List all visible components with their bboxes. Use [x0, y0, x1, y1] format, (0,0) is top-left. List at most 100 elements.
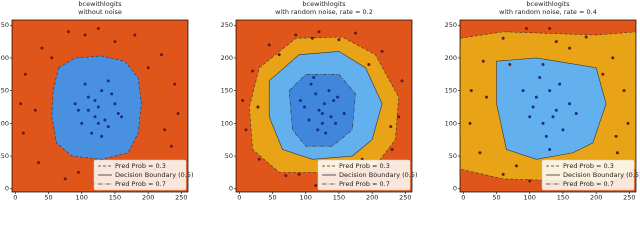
- x-tick-label: 200: [366, 194, 378, 202]
- chart-subtitle: without noise: [78, 8, 122, 16]
- point: [73, 102, 77, 106]
- x-tick-label: 150: [333, 194, 345, 202]
- point: [508, 62, 512, 66]
- point: [397, 115, 401, 119]
- y-tick-label: 100: [221, 119, 233, 127]
- x-tick-label: 50: [268, 194, 276, 202]
- point: [90, 131, 94, 135]
- point: [113, 102, 117, 106]
- x-tick-label: 100: [300, 194, 312, 202]
- point: [501, 36, 505, 40]
- point: [336, 95, 340, 99]
- point: [163, 128, 167, 132]
- legend-label: Pred Prob = 0.3: [115, 162, 166, 170]
- point: [257, 157, 261, 161]
- point: [50, 56, 54, 60]
- point: [524, 27, 528, 31]
- x-tick-label: 200: [142, 194, 154, 202]
- point: [332, 98, 336, 102]
- plot-frame: [11, 19, 189, 193]
- point: [19, 102, 23, 106]
- y-tick-label: 50: [449, 152, 457, 160]
- point: [554, 40, 558, 44]
- y-tick-label: 100: [445, 119, 457, 127]
- point: [354, 31, 358, 35]
- point: [297, 172, 301, 176]
- chart-title: bcewithlogits: [302, 0, 346, 8]
- point: [317, 30, 321, 34]
- point: [21, 131, 25, 135]
- plot-frame: [235, 19, 413, 193]
- x-tick-label: 150: [557, 194, 569, 202]
- point: [574, 112, 578, 116]
- point: [83, 82, 87, 86]
- point: [176, 112, 180, 116]
- point: [538, 76, 542, 80]
- point: [322, 102, 326, 106]
- point: [329, 115, 333, 119]
- point: [334, 121, 338, 125]
- y-tick-label: 150: [221, 87, 233, 95]
- point: [100, 89, 104, 93]
- point: [380, 49, 384, 53]
- legend-label: Pred Prob = 0.3: [339, 162, 390, 170]
- legend-box: [541, 159, 635, 191]
- point: [485, 95, 489, 99]
- point: [534, 95, 538, 99]
- point: [23, 72, 27, 76]
- point: [33, 108, 37, 112]
- point: [312, 76, 316, 80]
- x-tick-label: 100: [524, 194, 536, 202]
- point: [481, 59, 485, 63]
- point: [96, 27, 100, 31]
- legend-box: [93, 159, 187, 191]
- point: [40, 46, 44, 50]
- point: [133, 33, 137, 37]
- x-tick-label: 50: [492, 194, 500, 202]
- y-tick-label: 250: [0, 21, 9, 29]
- y-tick-label: 50: [1, 152, 9, 160]
- point: [83, 33, 87, 37]
- point: [611, 56, 615, 60]
- point: [103, 118, 107, 122]
- point: [478, 151, 482, 155]
- point: [324, 131, 328, 135]
- legend-label: Pred Prob = 0.3: [563, 162, 614, 170]
- point: [584, 35, 588, 39]
- point: [568, 46, 572, 50]
- point: [86, 95, 90, 99]
- point: [320, 121, 324, 125]
- x-tick-label: 250: [623, 194, 635, 202]
- point: [173, 82, 177, 86]
- legend-label: Pred Prob = 0.7: [339, 180, 390, 188]
- point: [106, 79, 110, 83]
- y-tick-label: 150: [445, 87, 457, 95]
- point: [86, 108, 90, 112]
- x-tick-label: 50: [44, 194, 52, 202]
- chart-title: bcewithlogits: [526, 0, 570, 8]
- plot-frame: [459, 19, 637, 193]
- point: [302, 105, 306, 109]
- region: [51, 55, 142, 160]
- point: [267, 43, 271, 47]
- point: [93, 115, 97, 119]
- chart-subtitle: with random noise, rate = 0.2: [275, 8, 373, 16]
- point: [554, 108, 558, 112]
- y-tick-label: 200: [0, 54, 9, 62]
- regions: [460, 27, 636, 184]
- point: [277, 53, 281, 57]
- point: [310, 36, 314, 40]
- point: [568, 102, 572, 106]
- point: [37, 161, 41, 165]
- point: [317, 108, 321, 112]
- point: [548, 147, 552, 151]
- y-tick-label: 150: [0, 87, 9, 95]
- point: [541, 62, 545, 66]
- point: [314, 92, 318, 96]
- point: [159, 53, 163, 57]
- y-tick-label: 50: [225, 152, 233, 160]
- legend-label: Decision Boundary (0.5): [563, 171, 640, 179]
- point: [389, 125, 393, 129]
- point: [400, 79, 404, 83]
